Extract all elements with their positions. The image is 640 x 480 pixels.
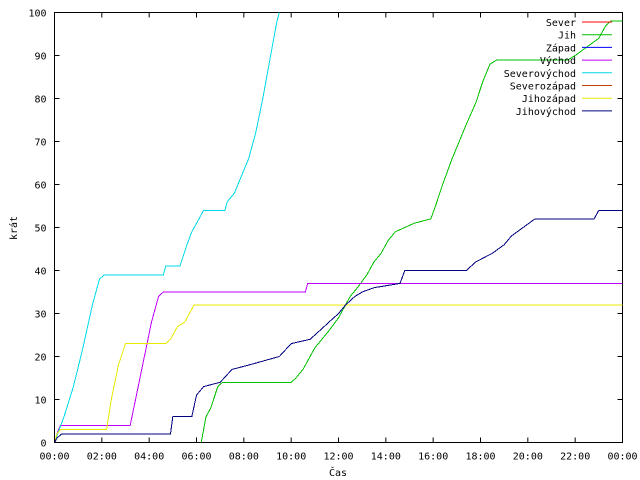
y-tick-label: 50: [34, 224, 46, 235]
x-tick-label: 02:00: [87, 452, 117, 463]
y-axis-label: krát: [8, 216, 20, 240]
y-tick-label: 60: [34, 181, 46, 192]
x-tick-label: 00:00: [607, 452, 637, 463]
x-tick-label: 20:00: [513, 452, 543, 463]
x-axis-label: Čas: [329, 466, 347, 479]
x-axis-ticks: 00:00 02:00 04:00 06:00 08:00 10:00 12:00 14:00…: [39, 12, 638, 463]
y-tick-label: 20: [34, 353, 46, 364]
y-tick-label: 90: [34, 52, 46, 63]
legend-label-sever: Sever: [546, 18, 576, 29]
legend-label-severovychod: Severovýchod: [504, 68, 576, 80]
x-tick-label: 12:00: [323, 452, 353, 463]
legend-label-zapad: Západ: [546, 42, 576, 54]
series-line-jihozapad: [54, 304, 623, 443]
legend-label-jih: Jih: [558, 31, 576, 42]
x-tick-label: 22:00: [560, 452, 590, 463]
x-tick-label: 00:00: [39, 452, 69, 463]
series-line-jih: [200, 20, 623, 443]
series-line-severovychod: [54, 12, 280, 443]
series-line-vychod: [54, 282, 623, 443]
x-tick-label: 16:00: [418, 452, 448, 463]
y-tick-label: 70: [34, 138, 46, 149]
legend-label-severozapad: Severozápad: [510, 81, 576, 93]
legend: Sever JihZápadVýchodSeverovýchodSeverozáp…: [504, 18, 612, 118]
x-tick-label: 04:00: [134, 452, 164, 463]
x-tick-label: 06:00: [181, 452, 211, 463]
legend-label-jihovychod: Jihovýchod: [516, 106, 576, 118]
legend-label-jihozapad: Jihozápad: [522, 93, 576, 105]
y-tick-label: 100: [28, 9, 46, 20]
legend-label-vychod: Východ: [540, 55, 576, 67]
x-tick-label: 14:00: [371, 452, 401, 463]
series-line-jihovychod: [54, 209, 623, 443]
x-tick-label: 08:00: [229, 452, 259, 463]
y-tick-label: 80: [34, 95, 46, 106]
y-tick-label: 10: [34, 396, 46, 407]
series-layer: [54, 12, 623, 443]
y-tick-label: 40: [34, 267, 46, 278]
y-tick-label: 0: [40, 439, 46, 450]
y-tick-label: 30: [34, 310, 46, 321]
x-tick-label: 18:00: [465, 452, 495, 463]
y-axis-ticks: 0 10 20 30 40 50 60 70 80 90 100: [28, 9, 623, 450]
x-tick-label: 10:00: [276, 452, 306, 463]
